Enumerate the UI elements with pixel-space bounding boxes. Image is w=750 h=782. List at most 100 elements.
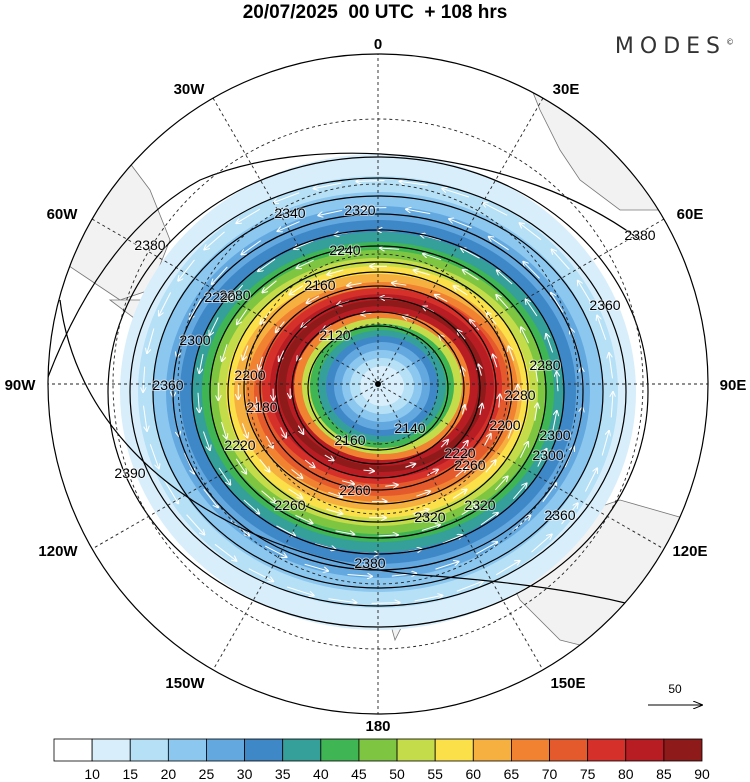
streamline-arrow: [461, 505, 478, 516]
streamline-arrow: [327, 269, 344, 275]
streamline-arrow: [280, 427, 286, 437]
streamline-arrow: [385, 485, 397, 486]
lon-label-90w: 90W: [5, 377, 37, 394]
streamline-arrow: [497, 270, 513, 285]
streamline-arrow: [480, 404, 482, 415]
streamline-arrow: [335, 530, 355, 535]
south-pole-marker: [375, 381, 381, 387]
contour-label: 2280: [529, 357, 560, 373]
streamline-arrow: [324, 454, 334, 460]
colorbar-swatch: [472, 738, 512, 762]
contour-label: 2320: [344, 202, 375, 218]
streamline-arrow: [427, 470, 438, 476]
streamline-arrow: [405, 464, 415, 468]
streamline-arrow: [414, 270, 430, 276]
streamline-arrow: [262, 280, 277, 293]
streamline-arrow: [212, 266, 228, 284]
streamline-arrow: [356, 181, 385, 182]
lon-label-150w: 150W: [165, 675, 205, 692]
streamline-arrow: [288, 488, 303, 498]
streamline-arrow: [328, 491, 342, 497]
streamline-arrow: [519, 442, 528, 458]
streamline-arrow: [461, 248, 480, 259]
streamline-arrow: [199, 353, 204, 373]
contour-label: 2200: [489, 417, 520, 433]
contour-labels: 2380 2380 2360 2360 2340 2320 2320 2300 2300 2280…: [113, 201, 656, 572]
streamline-arrow: [371, 603, 400, 604]
colorbar-tick-label: 85: [656, 766, 672, 782]
streamline-arrow: [601, 431, 609, 456]
streamline-arrow: [495, 476, 507, 491]
streamline-arrow: [304, 563, 328, 571]
colorbar-tick-label: 75: [580, 766, 596, 782]
colorbar-tick-label: 30: [237, 766, 253, 782]
streamline-arrow: [463, 270, 479, 281]
colorbar-swatch: [320, 738, 360, 762]
streamline-arrow: [495, 561, 519, 576]
streamline-arrow: [221, 421, 226, 439]
streamline-arrow: [241, 240, 261, 255]
colorbar-tick-label: 15: [122, 766, 138, 782]
streamline-arrow: [423, 254, 442, 261]
streamline-arrow: [204, 231, 225, 250]
streamline-arrow: [455, 468, 467, 478]
streamline-arrow: [452, 490, 467, 499]
streamline-arrow: [520, 223, 542, 241]
streamline-arrow: [259, 459, 270, 471]
contour-label: 2320: [464, 497, 495, 513]
streamline-arrow: [378, 535, 398, 536]
streamline-arrow: [440, 440, 448, 448]
streamline-arrow: [297, 259, 314, 268]
colorbar-swatch: [167, 738, 207, 762]
colorbar-tick-label: 50: [389, 766, 405, 782]
streamline-arrow: [214, 543, 236, 560]
contour-label: 2360: [589, 297, 620, 313]
speed-band-25: [360, 366, 404, 406]
map-boundary: [47, 53, 709, 715]
streamline-arrow: [561, 503, 578, 525]
contour-label: 2260: [274, 497, 305, 513]
reference-vector-label: 50: [668, 682, 682, 696]
streamline-arrow: [611, 392, 613, 418]
contour-label: 2380: [134, 237, 165, 253]
streamline-arrow: [476, 542, 497, 555]
streamline-arrow: [406, 209, 431, 215]
contour-label: 2260: [454, 457, 485, 473]
contour-label: 2380: [624, 227, 655, 243]
colorbar-swatch: [549, 738, 589, 762]
streamline-arrow: [264, 545, 286, 557]
lon-label-30e: 30E: [553, 81, 580, 98]
streamline-arrow: [460, 441, 468, 451]
contour-label: 2220: [204, 289, 235, 305]
colorbar-tick-label: 20: [161, 766, 177, 782]
streamline-arrow: [222, 344, 228, 361]
streamline-arrow: [209, 317, 219, 335]
contour-label: 2160: [304, 277, 335, 293]
streamline-arrow: [480, 513, 498, 526]
streamline-arrow: [462, 367, 465, 377]
streamline-arrow: [392, 283, 407, 285]
streamline-arrow: [256, 396, 258, 410]
streamline-arrow: [512, 483, 526, 500]
streamline-arrow: [198, 392, 199, 412]
streamline-arrow: [273, 192, 300, 203]
streamline-arrow: [551, 293, 564, 313]
streamline-arrow: [276, 525, 295, 536]
contour-label: 2300: [179, 332, 210, 348]
contour-label: 2260: [339, 482, 370, 498]
colorbar-tick-label: 25: [199, 766, 215, 782]
lon-label-30w: 30W: [174, 81, 206, 98]
streamline-arrow: [286, 586, 314, 595]
wind-speed-shading: [120, 154, 636, 630]
streamline-arrow: [203, 488, 218, 507]
streamline-arrow: [279, 350, 285, 361]
streamline-arrow: [512, 515, 531, 532]
streamline-arrow: [496, 295, 509, 309]
lon-label-60e: 60E: [677, 206, 704, 223]
streamline-arrow: [435, 562, 458, 570]
colorbar-swatch: [511, 738, 550, 762]
streamline-arrow: [403, 316, 414, 319]
streamline-arrow: [142, 405, 147, 431]
streamline-arrow: [478, 365, 481, 376]
